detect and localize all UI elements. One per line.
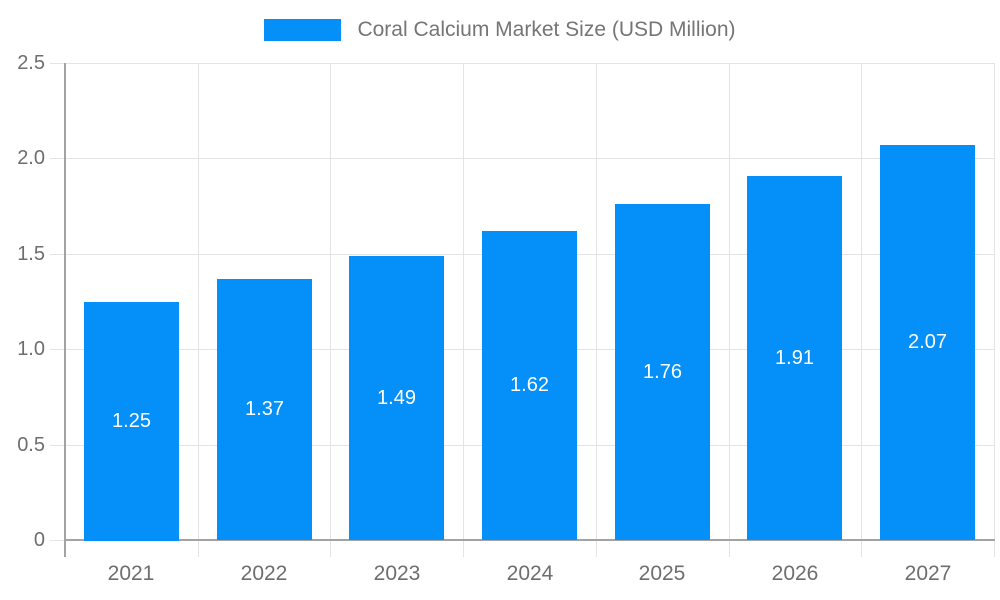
h-gridline <box>65 158 994 159</box>
y-tick-label: 0.5 <box>17 434 45 456</box>
h-gridline <box>65 63 994 64</box>
bar[interactable]: 1.91 <box>747 176 842 540</box>
v-gridline <box>463 63 464 540</box>
x-tick-label: 2022 <box>240 562 288 585</box>
y-tick-label: 2.5 <box>17 52 45 74</box>
x-tick-label: 2023 <box>373 562 421 585</box>
bar-value-label: 1.37 <box>245 398 284 420</box>
y-tick-label: 0 <box>33 529 45 551</box>
bar[interactable]: 1.49 <box>349 256 444 540</box>
v-gridline <box>596 63 597 540</box>
x-tick-mark <box>729 540 730 557</box>
bar[interactable]: 1.37 <box>217 279 312 540</box>
v-gridline <box>198 63 199 540</box>
y-tick-mark <box>50 254 65 255</box>
x-tick-mark <box>994 540 995 557</box>
bar[interactable]: 2.07 <box>880 145 975 540</box>
bar[interactable]: 1.62 <box>482 231 577 540</box>
y-axis-line <box>64 63 66 557</box>
x-tick-label: 2027 <box>904 562 952 585</box>
v-gridline <box>994 63 995 540</box>
legend-swatch <box>264 19 342 41</box>
bar[interactable]: 1.76 <box>615 204 710 540</box>
y-tick-mark <box>50 158 65 159</box>
x-tick-label: 2024 <box>506 562 554 585</box>
v-gridline <box>861 63 862 540</box>
y-tick-mark <box>50 445 65 446</box>
y-tick-mark <box>50 349 65 350</box>
bar-value-label: 2.07 <box>908 331 947 353</box>
y-tick-label: 1.5 <box>17 243 45 265</box>
x-tick-mark <box>330 540 331 557</box>
x-tick-mark <box>463 540 464 557</box>
x-axis-line <box>64 539 995 541</box>
y-tick-label: 1.0 <box>17 338 45 360</box>
bar-value-label: 1.62 <box>510 374 549 396</box>
x-tick-label: 2025 <box>638 562 686 585</box>
chart-legend: Coral Calcium Market Size (USD Million) <box>0 18 1000 42</box>
x-tick-mark <box>861 540 862 557</box>
bar-value-label: 1.91 <box>775 346 814 369</box>
legend-item[interactable]: Coral Calcium Market Size (USD Million) <box>264 18 736 42</box>
x-tick-label: 2021 <box>107 562 155 585</box>
bar-value-label: 1.76 <box>643 360 682 383</box>
bar-value-label: 1.49 <box>377 386 416 409</box>
x-tick-mark <box>596 540 597 557</box>
x-tick-mark <box>198 540 199 557</box>
y-tick-mark <box>50 63 65 64</box>
v-gridline <box>729 63 730 540</box>
bar[interactable]: 1.25 <box>84 302 179 541</box>
y-tick-label: 2.0 <box>17 147 45 169</box>
y-tick-mark <box>50 540 65 541</box>
bar-value-label: 1.25 <box>112 410 151 432</box>
legend-label: Coral Calcium Market Size (USD Million) <box>357 18 736 41</box>
v-gridline <box>330 63 331 540</box>
x-tick-label: 2026 <box>771 562 819 585</box>
